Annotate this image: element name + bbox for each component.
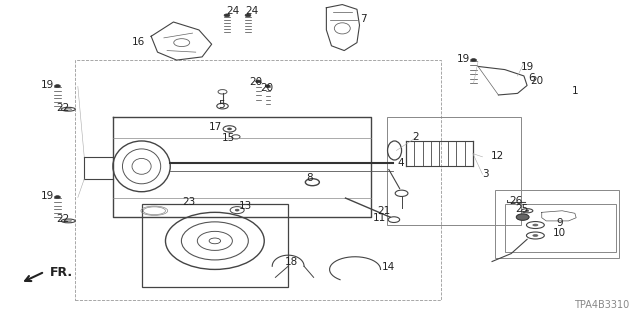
Ellipse shape <box>525 210 529 212</box>
Bar <box>456 141 465 166</box>
Text: 15: 15 <box>222 133 236 143</box>
Bar <box>465 141 473 166</box>
Text: FR.: FR. <box>50 267 73 279</box>
Text: 19: 19 <box>521 62 534 72</box>
Bar <box>141 204 288 287</box>
Ellipse shape <box>54 196 60 198</box>
Ellipse shape <box>224 14 230 17</box>
Bar <box>431 141 440 166</box>
Text: 20: 20 <box>250 77 263 87</box>
Bar <box>387 117 521 225</box>
Ellipse shape <box>533 224 538 226</box>
Text: 19: 19 <box>42 191 54 201</box>
Ellipse shape <box>54 85 60 87</box>
Text: 16: 16 <box>132 37 145 47</box>
Ellipse shape <box>245 14 251 17</box>
Ellipse shape <box>470 59 476 61</box>
Ellipse shape <box>236 209 239 211</box>
Text: 7: 7 <box>360 14 367 24</box>
Text: 20: 20 <box>530 76 543 86</box>
Text: 9: 9 <box>556 218 563 228</box>
Text: 11: 11 <box>372 213 386 223</box>
Text: 24: 24 <box>245 6 259 16</box>
Text: 24: 24 <box>226 6 239 16</box>
Text: 2: 2 <box>412 132 419 142</box>
Ellipse shape <box>533 235 538 236</box>
Bar <box>423 141 431 166</box>
Text: 10: 10 <box>553 228 566 238</box>
Text: 22: 22 <box>56 214 69 224</box>
Bar <box>505 204 616 252</box>
Ellipse shape <box>265 85 270 87</box>
Text: 19: 19 <box>457 54 470 64</box>
Text: 25: 25 <box>515 204 529 214</box>
Text: 5: 5 <box>218 100 225 110</box>
Text: 20: 20 <box>260 83 273 93</box>
Text: 8: 8 <box>307 173 313 183</box>
Text: 1: 1 <box>572 86 578 96</box>
Bar <box>448 141 456 166</box>
Text: 3: 3 <box>483 169 489 179</box>
Text: 21: 21 <box>378 206 391 216</box>
Ellipse shape <box>255 80 260 83</box>
Ellipse shape <box>228 128 232 130</box>
Text: 14: 14 <box>382 262 396 272</box>
Text: 4: 4 <box>397 158 404 168</box>
Text: 26: 26 <box>509 196 523 206</box>
Bar <box>414 141 423 166</box>
Bar <box>495 190 620 258</box>
Text: 17: 17 <box>209 122 222 132</box>
Text: 12: 12 <box>490 151 504 161</box>
Ellipse shape <box>516 214 529 220</box>
Bar <box>440 141 448 166</box>
Text: 6: 6 <box>528 73 535 83</box>
Text: 19: 19 <box>42 80 54 90</box>
Text: 18: 18 <box>285 257 298 267</box>
Text: TPA4B3310: TPA4B3310 <box>574 300 629 310</box>
Bar <box>406 141 414 166</box>
Bar <box>75 60 441 300</box>
Text: 22: 22 <box>56 103 69 113</box>
Text: 13: 13 <box>239 201 252 211</box>
Text: 23: 23 <box>183 197 196 207</box>
